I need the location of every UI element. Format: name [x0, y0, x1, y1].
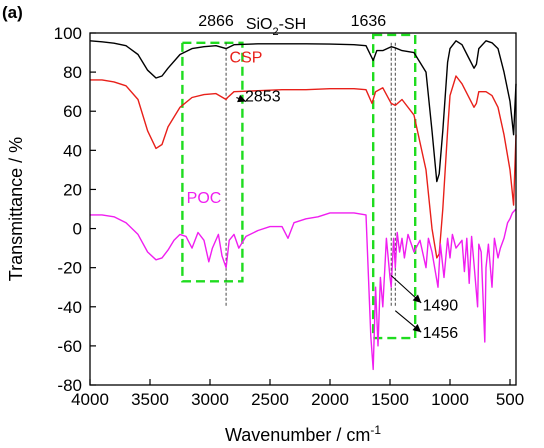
series-line-csp	[90, 75, 517, 259]
highlight-boxes	[181, 33, 417, 340]
y-tick-label: 60	[63, 102, 82, 121]
peak-annotation: 1456	[423, 325, 459, 342]
y-tick-label: 0	[73, 220, 82, 239]
series-line-poc	[90, 208, 517, 371]
x-tick-label: 4000	[71, 390, 109, 409]
x-tick-label: 1500	[371, 390, 409, 409]
peak-annotation: 1490	[423, 298, 459, 315]
y-tick-label: 100	[54, 24, 82, 43]
series-label-poc: POC	[187, 190, 222, 207]
plot-frame	[89, 32, 517, 386]
x-tick-label: 3000	[191, 390, 229, 409]
y-tick-label: -20	[57, 259, 82, 278]
y-tick-label: 80	[63, 63, 82, 82]
arrow-head	[237, 94, 246, 103]
peak-annotation: 2866	[198, 13, 234, 30]
series-label-siosh: SiO2-SH	[246, 16, 306, 38]
highlight-box	[181, 41, 244, 283]
arrows	[236, 94, 422, 333]
x-tick-label: 1000	[431, 390, 469, 409]
arrow-head	[412, 294, 422, 303]
series-line-siosh	[89, 40, 517, 183]
y-axis-ticks: -80 -60 -40 -20 0 20 40 60 80 100	[54, 24, 96, 395]
marker-lines	[225, 42, 396, 307]
arrow-head	[412, 324, 422, 333]
series-group	[89, 40, 517, 371]
x-axis-ticks: 4000 3500 3000 2500 2000 1500 1000 500	[71, 379, 524, 409]
x-tick-label: 3500	[131, 390, 169, 409]
series-labels: SiO2-SH CSP POC	[187, 16, 307, 207]
peak-annotation: 1636	[351, 13, 387, 30]
y-tick-label: 40	[63, 141, 82, 160]
y-tick-label: -80	[57, 376, 82, 395]
peak-annotation: 2853	[245, 88, 281, 105]
y-tick-label: 20	[63, 180, 82, 199]
x-axis-title: Wavenumber / cm-1	[225, 423, 381, 445]
series-label-csp: CSP	[230, 49, 263, 66]
x-tick-label: 2500	[251, 390, 289, 409]
x-tick-label: 2000	[311, 390, 349, 409]
annotations: 2866 1636 2853 1490 1456	[198, 13, 458, 342]
highlight-box	[372, 33, 417, 340]
y-tick-label: -40	[57, 298, 82, 317]
x-tick-label: 500	[496, 390, 524, 409]
panel-label: (a)	[2, 3, 23, 22]
y-tick-label: -60	[57, 337, 82, 356]
y-axis-title: Transmittance / %	[6, 137, 26, 281]
